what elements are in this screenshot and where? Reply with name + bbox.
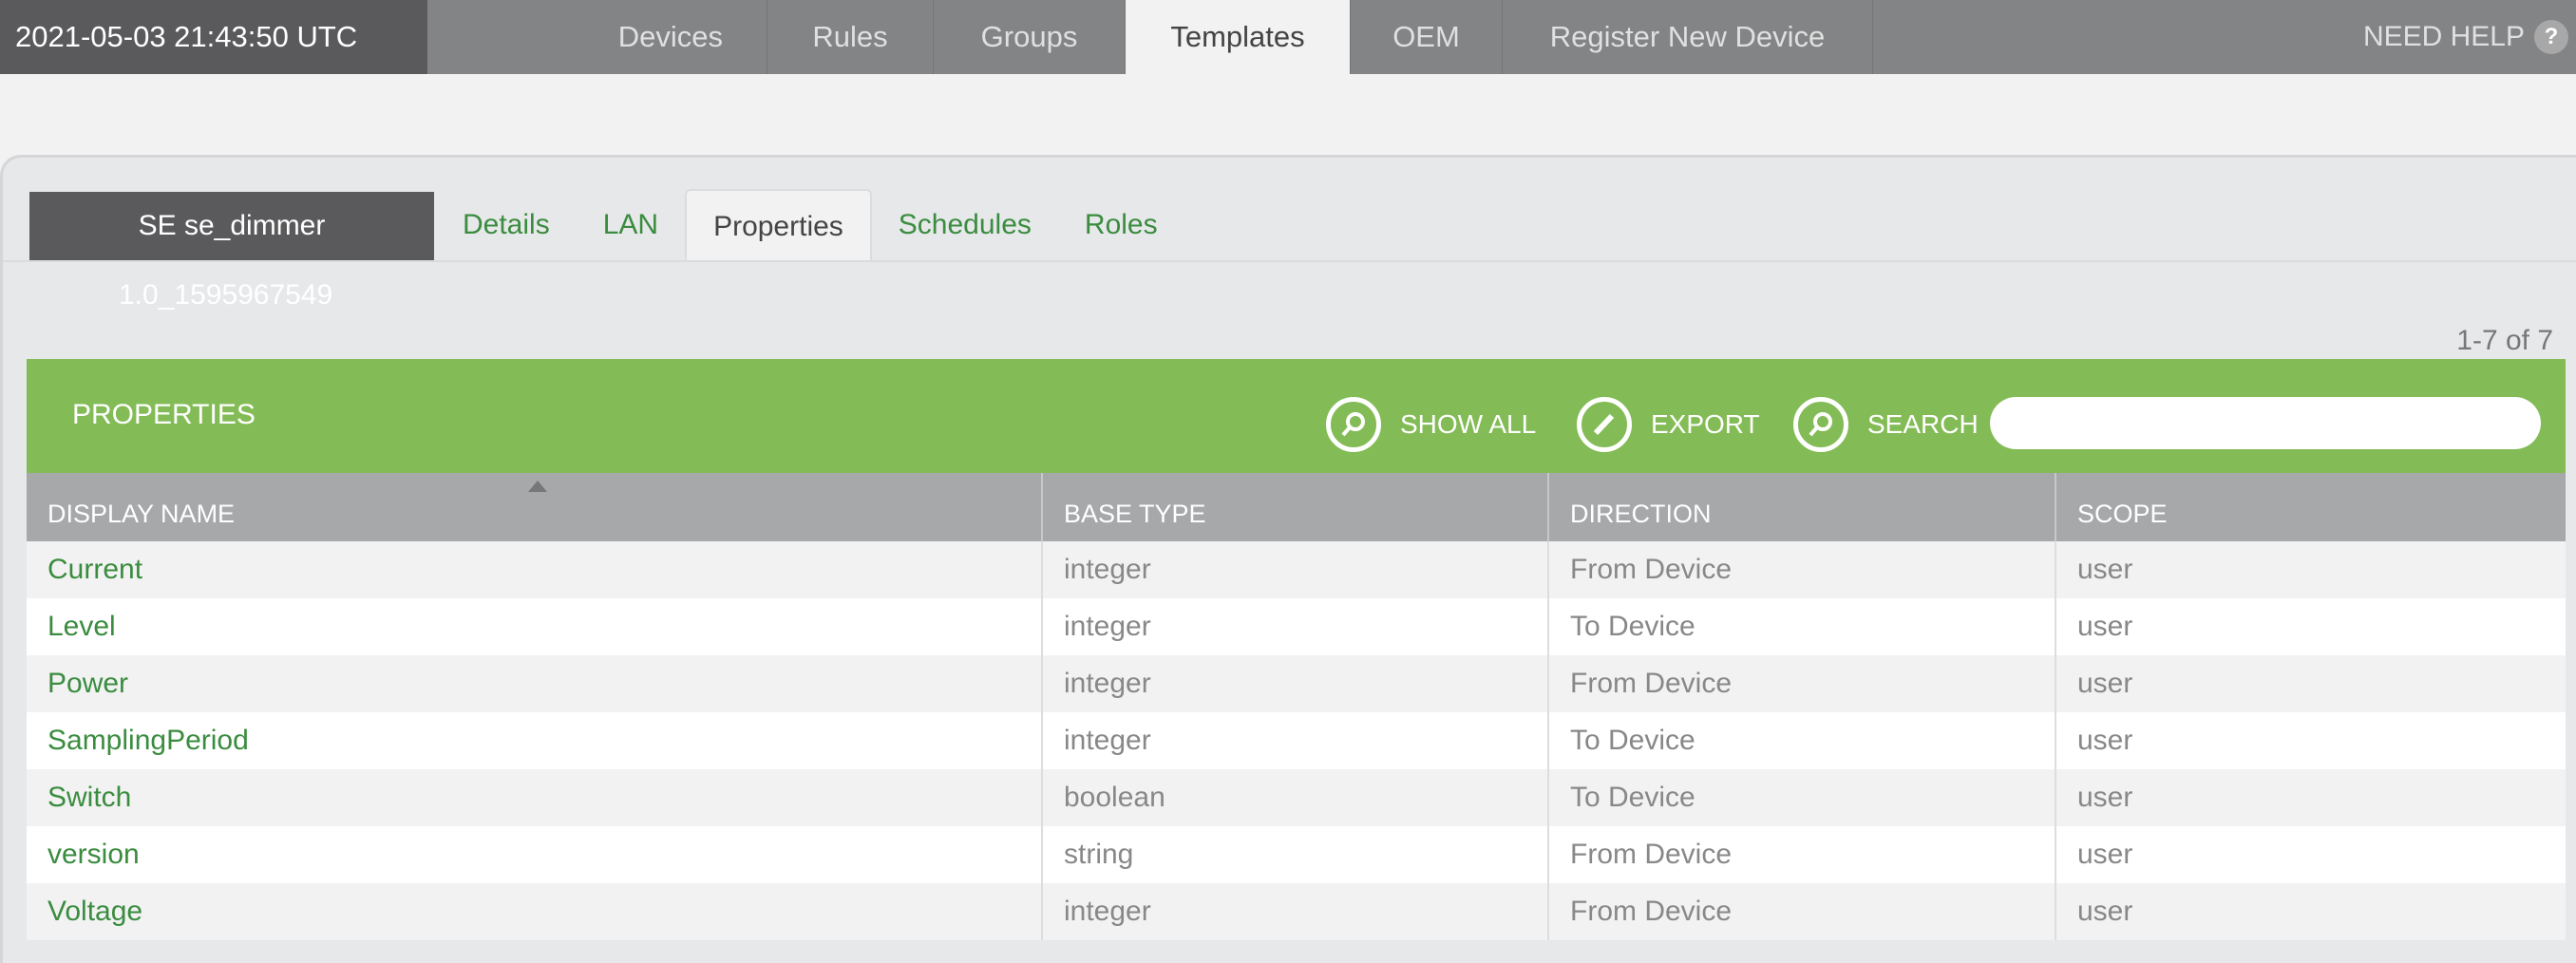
properties-table-body: Current integer From Device user Level intege… [27, 541, 2566, 940]
scope-cell: user [2077, 611, 2133, 642]
scope-cell: user [2077, 839, 2133, 870]
scope-cell: user [2077, 782, 2133, 813]
direction-cell: From Device [1549, 655, 2056, 712]
nav-rules[interactable]: Rules [767, 0, 934, 74]
search-icon [1793, 397, 1848, 452]
base-type-cell: integer [1043, 883, 1549, 940]
direction-cell: To Device [1549, 712, 2056, 769]
base-type-cell: integer [1043, 712, 1549, 769]
search-button[interactable]: SEARCH [1793, 397, 1979, 452]
template-name: SE se_dimmer [29, 192, 434, 260]
table-row[interactable]: version string From Device user [27, 826, 2566, 883]
nav-groups[interactable]: Groups [934, 0, 1126, 74]
need-help-button[interactable]: NEED HELP ? [2363, 0, 2568, 74]
column-header-base-type[interactable]: BASE TYPE [1043, 473, 1549, 541]
tab-roles[interactable]: Roles [1084, 209, 1158, 240]
display-name-cell[interactable]: version [27, 826, 1043, 883]
nav-devices[interactable]: Devices [427, 0, 767, 74]
base-type-cell: integer [1043, 655, 1549, 712]
base-type-cell: boolean [1043, 769, 1549, 826]
template-version: 1.0_1595967549 [119, 279, 333, 311]
export-button[interactable]: EXPORT [1577, 397, 1760, 452]
display-name-cell[interactable]: Switch [27, 769, 1043, 826]
scope-cell: user [2077, 896, 2133, 927]
tab-details[interactable]: Details [463, 209, 550, 240]
show-all-label: SHOW ALL [1400, 409, 1537, 439]
help-icon: ? [2534, 20, 2568, 54]
sort-ascending-icon [528, 481, 547, 492]
direction-cell: From Device [1549, 883, 2056, 940]
direction-cell: To Device [1549, 598, 2056, 655]
table-header: DISPLAY NAME BASE TYPE DIRECTION SCOPE [27, 473, 2566, 541]
pagination-count: 1-7 of 7 [2456, 325, 2553, 356]
nav-register-new-device[interactable]: Register New Device [1503, 0, 1873, 74]
export-label: EXPORT [1651, 409, 1760, 439]
need-help-label: NEED HELP [2362, 21, 2525, 52]
direction-cell: From Device [1549, 826, 2056, 883]
table-row[interactable]: Level integer To Device user [27, 598, 2566, 655]
scope-cell: user [2077, 554, 2133, 585]
scope-cell: user [2077, 725, 2133, 756]
column-header-scope[interactable]: SCOPE [2077, 500, 2168, 528]
direction-cell: To Device [1549, 769, 2056, 826]
search-input[interactable] [1990, 397, 2541, 449]
display-name-cell[interactable]: Power [27, 655, 1043, 712]
column-label: DISPLAY NAME [47, 500, 236, 528]
base-type-cell: string [1043, 826, 1549, 883]
template-tabs: Details LAN Properties Schedules Roles [436, 189, 1184, 260]
scope-cell: user [2077, 668, 2133, 699]
display-name-cell[interactable]: Voltage [27, 883, 1043, 940]
column-header-display-name[interactable]: DISPLAY NAME [27, 473, 1043, 541]
display-name-cell[interactable]: Level [27, 598, 1043, 655]
timestamp: 2021-05-03 21:43:50 UTC [0, 0, 427, 74]
base-type-cell: integer [1043, 541, 1549, 598]
direction-cell: From Device [1549, 541, 2056, 598]
tab-lan[interactable]: LAN [602, 209, 659, 240]
properties-title: PROPERTIES [72, 399, 256, 430]
search-icon [1326, 397, 1381, 452]
properties-toolbar: PROPERTIES SHOW ALL EXPORT SEARCH [27, 359, 2566, 473]
nav-templates[interactable]: Templates [1126, 0, 1351, 74]
divider [3, 260, 2576, 262]
base-type-cell: integer [1043, 598, 1549, 655]
tab-schedules[interactable]: Schedules [898, 209, 1032, 240]
table-row[interactable]: Power integer From Device user [27, 655, 2566, 712]
tab-properties[interactable]: Properties [685, 189, 872, 260]
template-panel: SE se_dimmer Details LAN Properties Sche… [0, 155, 2576, 963]
display-name-cell[interactable]: Current [27, 541, 1043, 598]
display-name-cell[interactable]: SamplingPeriod [27, 712, 1043, 769]
table-row[interactable]: Voltage integer From Device user [27, 883, 2566, 940]
nav-oem[interactable]: OEM [1351, 0, 1503, 74]
pencil-icon [1577, 397, 1632, 452]
top-nav-bar: 2021-05-03 21:43:50 UTC Devices Rules Gr… [0, 0, 2576, 74]
table-row[interactable]: SamplingPeriod integer To Device user [27, 712, 2566, 769]
table-row[interactable]: Current integer From Device user [27, 541, 2566, 598]
search-label: SEARCH [1867, 409, 1979, 439]
column-header-direction[interactable]: DIRECTION [1549, 473, 2056, 541]
table-row[interactable]: Switch boolean To Device user [27, 769, 2566, 826]
show-all-button[interactable]: SHOW ALL [1326, 397, 1536, 452]
